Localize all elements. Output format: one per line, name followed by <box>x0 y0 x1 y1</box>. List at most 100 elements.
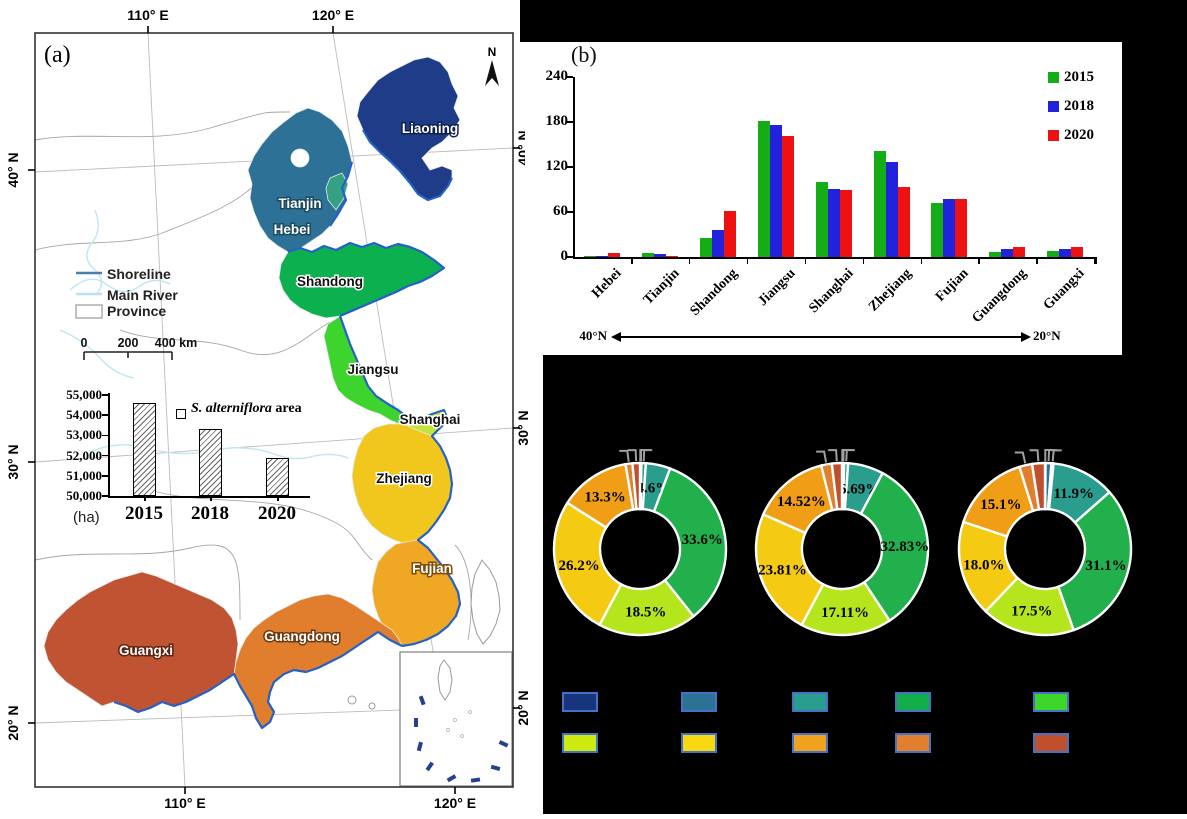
left-axis-40n: 40° N <box>5 152 21 187</box>
province-label-guangdong: Guangdong <box>264 629 340 644</box>
donut-segment-guangxi <box>830 461 844 511</box>
y-tick <box>566 76 573 78</box>
bar-2015-hebei <box>584 256 596 257</box>
inset-bar-2015 <box>133 403 156 496</box>
bar-2020-tianjin <box>665 255 678 257</box>
sea-inset-box <box>399 651 513 787</box>
left-axis-20n: 20° N <box>5 705 21 740</box>
legend-swatch-row1-3 <box>792 692 828 712</box>
inset-x-tick <box>210 496 212 501</box>
y-tick <box>566 121 573 123</box>
province-label-guangxi: Guangxi <box>119 643 173 658</box>
donut-label-fujian: 14.52% <box>777 494 826 510</box>
bar-2018-shanghai <box>827 188 840 257</box>
frame-ticks <box>28 26 520 794</box>
bar-2015-guangxi <box>1047 251 1060 257</box>
inset-y-tick <box>102 394 108 396</box>
right-axis-30n: 30° N <box>515 410 531 445</box>
x-tick <box>920 257 923 264</box>
donut-label-zhejiang: 26.2% <box>558 558 599 574</box>
scale-0: 0 <box>81 336 88 350</box>
province-legend-label: Province <box>107 303 166 319</box>
donut-label-shanghai: 18.5% <box>625 605 666 621</box>
province-legend-symbol <box>75 304 103 319</box>
legend-swatch-2015 <box>1048 72 1059 83</box>
china-coast-map: 110° E 120° E 110° E 120° E 40° N 30° N … <box>5 7 531 811</box>
donut-label-zhejiang: 18.0% <box>963 557 1004 573</box>
bar-2020-shandong <box>723 210 736 257</box>
province-label-zhejiang: Zhejiang <box>376 471 432 486</box>
donut-label-fujian: 15.1% <box>980 497 1021 513</box>
scale-bar: 0 200 400 km <box>81 336 197 360</box>
bottom-axis-120e: 120° E <box>434 795 476 811</box>
x-tick <box>862 257 865 264</box>
y-tick-label: 60 <box>553 203 568 219</box>
bottom-axis-110e: 110° E <box>164 795 205 811</box>
donut-label-fujian: 13.3% <box>584 490 625 506</box>
inset-unit-label: (ha) <box>73 509 100 526</box>
donut-label-zhejiang: 23.81% <box>758 563 807 579</box>
panel-a-label: (a) <box>44 42 71 68</box>
province-shape-tianjin <box>325 172 349 211</box>
bar-2020-jiangsu <box>781 136 794 257</box>
inset-y-label: 52,000 <box>66 447 102 463</box>
x-tick <box>804 257 807 264</box>
province-shape-guangdong <box>233 593 403 729</box>
legend-swatch-2020 <box>1048 130 1059 141</box>
bar-2020-guangdong <box>1013 247 1026 257</box>
taiwan-outline <box>470 559 501 645</box>
nine-dash-line <box>414 695 509 783</box>
scale-400km: 400 km <box>155 336 197 350</box>
bar-2020-shanghai <box>839 189 852 257</box>
legend-label-2018: 2018 <box>1064 98 1094 114</box>
right-axis-20n: 20° N <box>515 690 531 725</box>
x-tick <box>1036 257 1038 264</box>
donut-label-shandong: 6.69% <box>839 481 880 497</box>
bar-2018-hebei <box>596 255 608 257</box>
y-tick-label: 120 <box>545 158 569 174</box>
north-arrow-n-label: N <box>488 45 497 59</box>
province-label-shandong: Shandong <box>297 274 363 289</box>
inset-area-chart: S. alterniflora area (ha) 50,000 51,000 52… <box>55 385 330 545</box>
arrow-head-right-icon <box>1021 332 1031 342</box>
legend-swatch-2018 <box>1048 101 1059 112</box>
shoreline-path <box>113 129 462 730</box>
arrow-label-40n: 40°N <box>579 328 607 343</box>
province-label-liaoning: Liaoning <box>402 121 458 136</box>
bar-2015-tianjin <box>641 253 654 257</box>
inset-legend-area-word: area <box>271 401 302 416</box>
map-legend: Shoreline Main River Province <box>75 266 178 319</box>
arrow-head-left-icon <box>611 332 621 342</box>
legend-swatch-row2-5 <box>1033 733 1069 753</box>
inset-year-label-2015: 2015 <box>125 503 163 524</box>
top-axis-110e: 110° E <box>127 7 168 23</box>
inset-y-label: 50,000 <box>66 488 102 503</box>
bar-2018-guangdong <box>1001 248 1014 257</box>
donut-segment-guangxi <box>1030 461 1047 511</box>
legend-swatch-row2-1 <box>562 733 598 753</box>
inset-year-label-2018: 2018 <box>191 503 229 524</box>
leader-line-guangxi <box>627 449 638 462</box>
legend-label-2015: 2015 <box>1064 69 1094 85</box>
y-tick <box>566 256 573 258</box>
y-tick-label: 180 <box>545 113 569 129</box>
inset-y-tick <box>102 414 108 416</box>
main-river-legend-label: Main River <box>107 287 178 303</box>
north-arrow-icon: N <box>485 45 499 86</box>
y-tick <box>566 166 573 168</box>
bar-2018-shandong <box>711 230 724 257</box>
leader-line-guangxi <box>828 449 838 462</box>
inset-y-tick <box>102 434 108 437</box>
beijing-hole <box>290 148 310 168</box>
y-tick-label: 240 <box>545 68 569 84</box>
leader-line-guangxi <box>1029 449 1040 462</box>
shoreline-legend-label: Shoreline <box>107 266 171 282</box>
inset-year-label-2020: 2020 <box>258 503 296 524</box>
donut-label-shanghai: 17.11% <box>821 605 869 621</box>
map-panel: 110° E 120° E 110° E 120° E 40° N 30° N … <box>0 0 543 814</box>
leader-line-tianjin <box>845 449 855 462</box>
bar-2020-fujian <box>955 198 968 257</box>
scale-200: 200 <box>118 336 139 350</box>
inset-y-label: 55,000 <box>66 387 102 402</box>
bar-2018-jiangsu <box>769 125 782 257</box>
